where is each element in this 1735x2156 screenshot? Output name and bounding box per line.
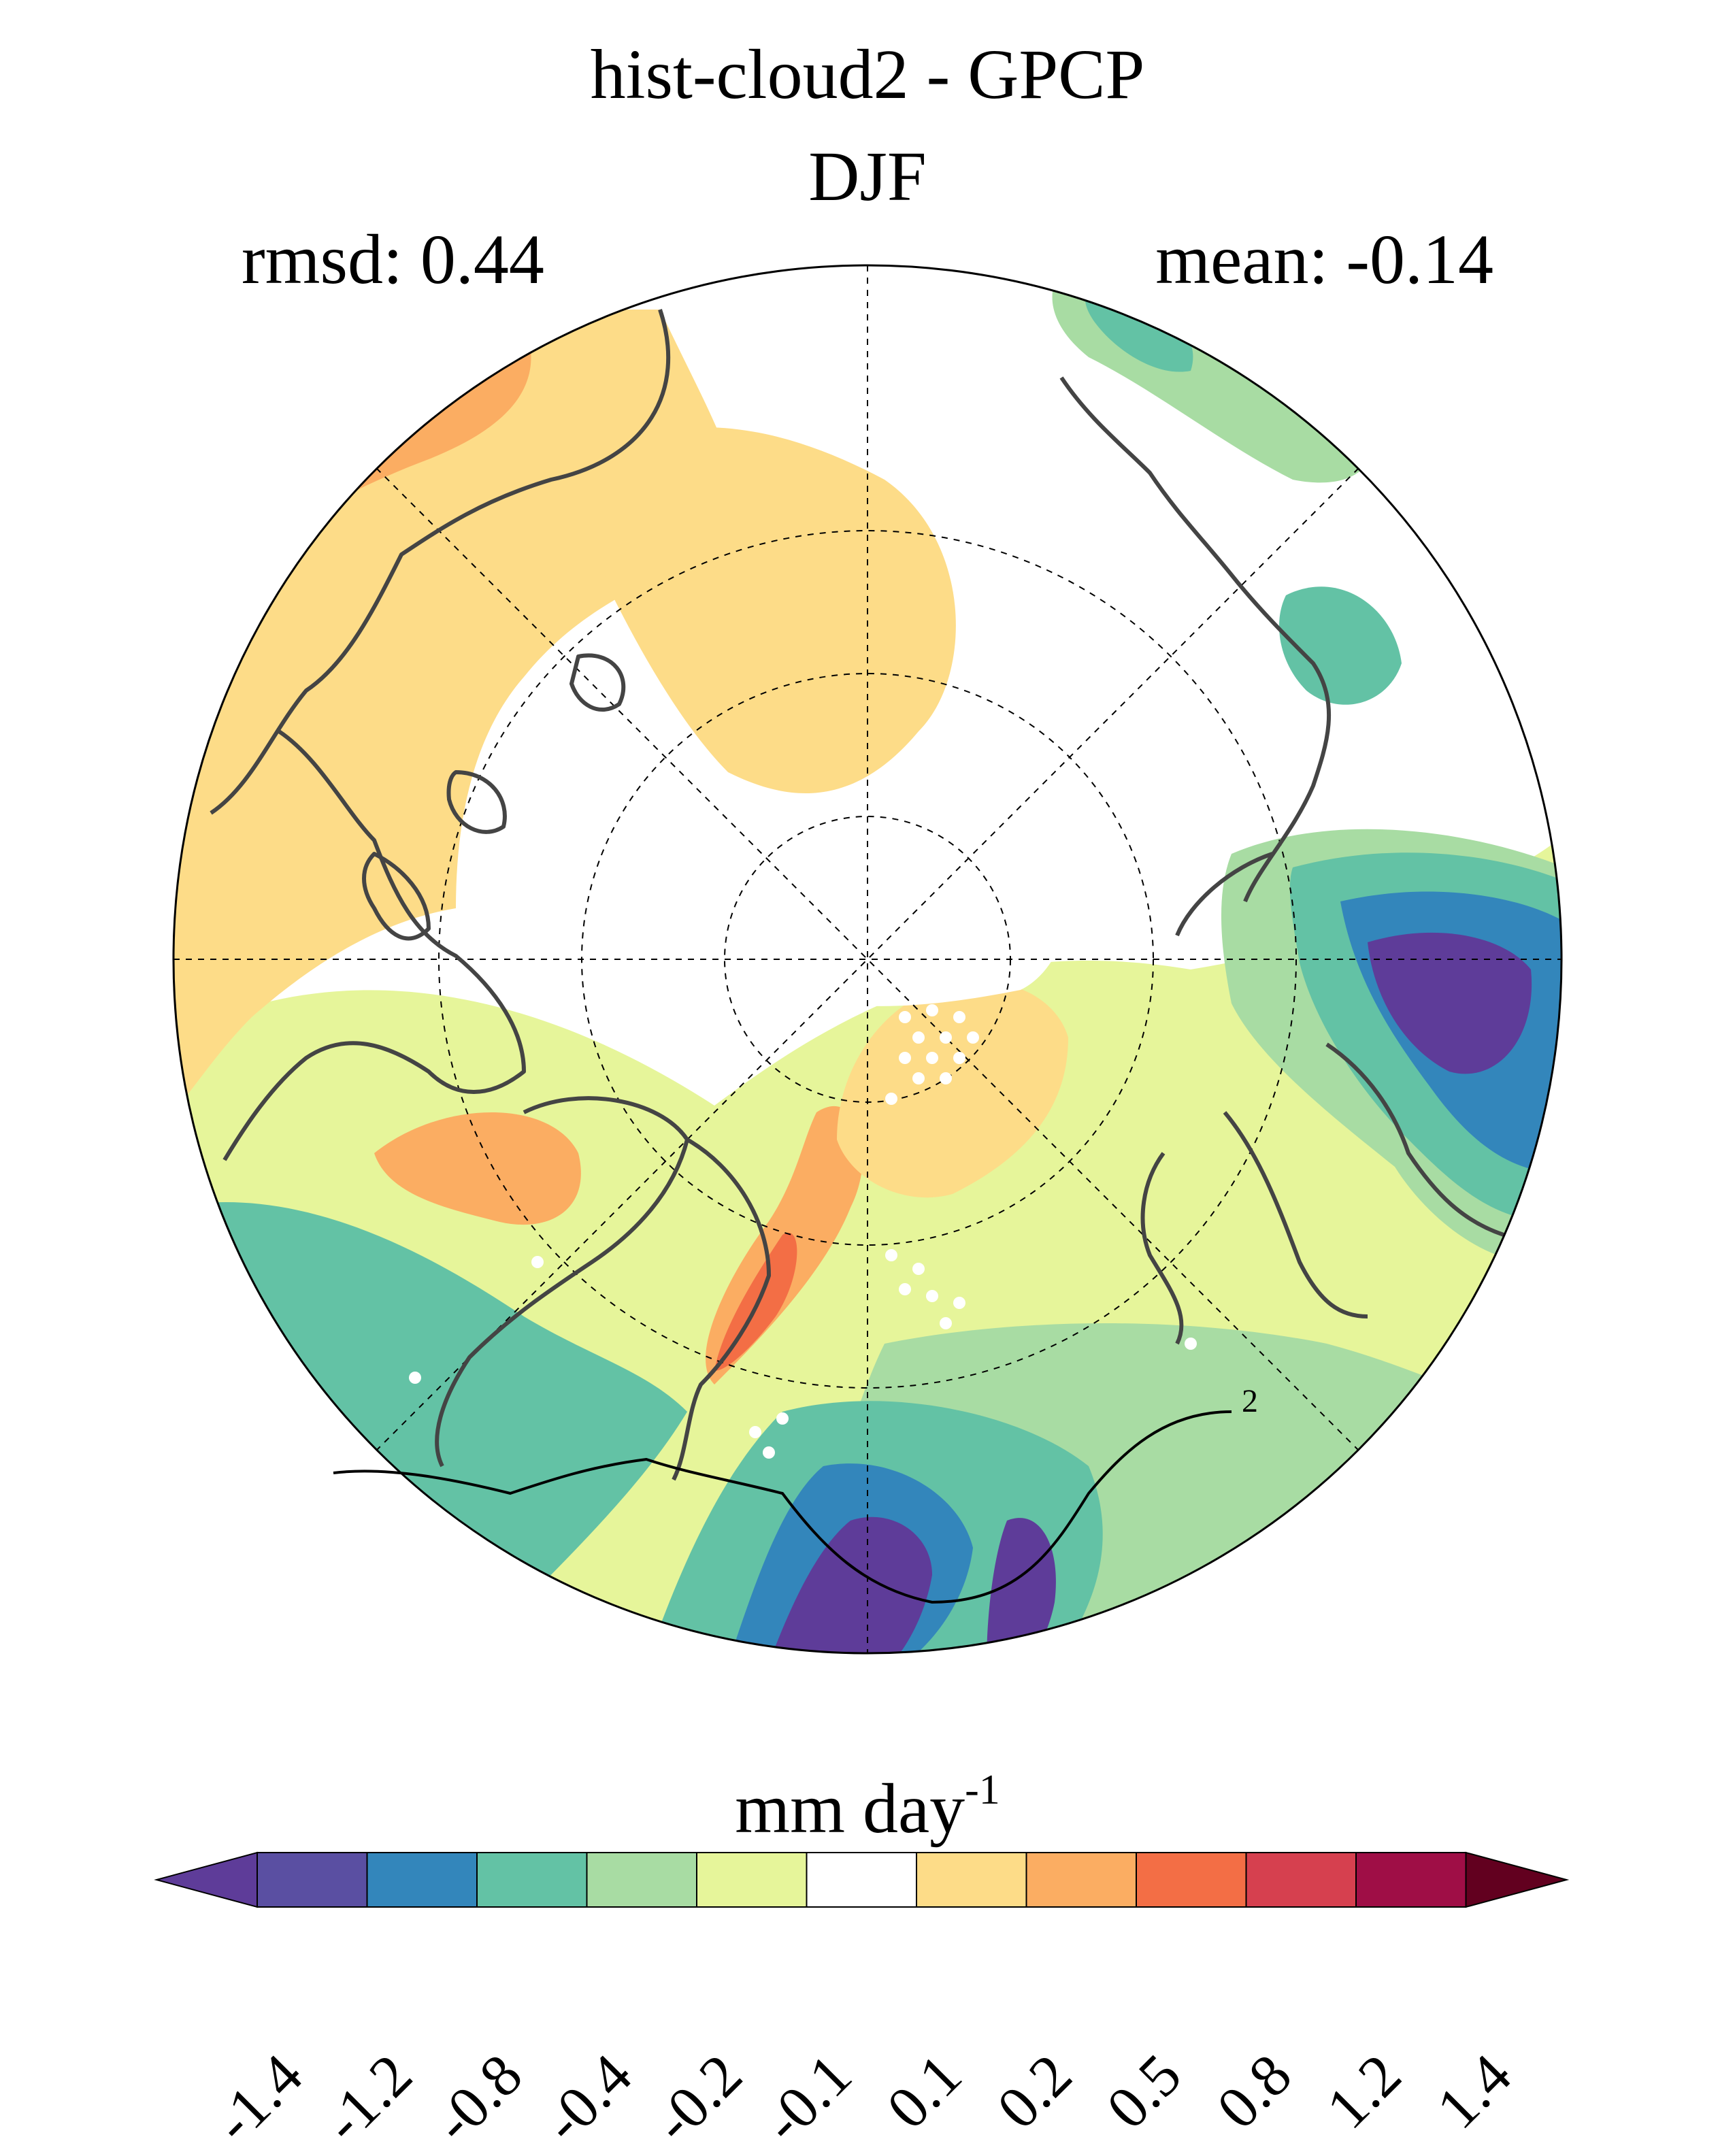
colorbar-bin xyxy=(916,1852,1027,1908)
colorbar-min-arrow xyxy=(154,1851,258,1908)
polar-map: 2 xyxy=(172,264,1563,1655)
graticule xyxy=(174,265,1562,1653)
colorbar-tick-label: -0.2 xyxy=(640,2042,755,2156)
colorbar-max-arrow xyxy=(1465,1851,1570,1908)
colorbar-tick-label: -0.4 xyxy=(531,2042,645,2156)
colorbar-bin xyxy=(476,1852,588,1908)
colorbar-tick-label: -1.2 xyxy=(311,2042,425,2156)
colorbar-bin xyxy=(1136,1852,1247,1908)
colorbar-tick-label: 1.4 xyxy=(1424,2042,1524,2142)
colorbar-bin xyxy=(1245,1852,1357,1908)
colorbar-tick-label: 1.2 xyxy=(1314,2042,1415,2142)
colorbar-bin xyxy=(366,1852,478,1908)
colorbar-tick-label: -1.4 xyxy=(201,2042,316,2156)
colorbar-bin xyxy=(257,1852,368,1908)
colorbar-tick-label: 0.1 xyxy=(874,2042,975,2142)
colorbar-tick-label: -0.8 xyxy=(420,2042,535,2156)
coastlines xyxy=(210,309,1504,1481)
colorbar-bin xyxy=(586,1852,697,1908)
colorbar-tick-label: -0.1 xyxy=(750,2042,865,2156)
colorbar-tick-label: 0.2 xyxy=(985,2042,1085,2142)
colorbar-tick-label: 0.5 xyxy=(1094,2042,1195,2142)
figure-title: hist-cloud2 - GPCP xyxy=(590,35,1145,114)
colorbar xyxy=(154,1851,1570,1908)
colorbar-bin xyxy=(1355,1852,1467,1908)
contour-label: 2 xyxy=(1242,1383,1258,1419)
map-boundary xyxy=(172,264,1563,1655)
mean-label: mean: -0.14 xyxy=(1155,220,1493,299)
rmsd-label: rmsd: 0.44 xyxy=(242,220,544,299)
colorbar-bin xyxy=(806,1852,917,1908)
contour-line xyxy=(333,1410,1232,1604)
units-label: mm day-1 xyxy=(735,1767,1000,1848)
colorbar-bin xyxy=(696,1852,808,1908)
season-label: DJF xyxy=(808,137,927,216)
colorbar-tick-label: 0.8 xyxy=(1204,2042,1304,2142)
stippling xyxy=(409,1004,1197,1459)
colorbar-bin xyxy=(1025,1852,1137,1908)
